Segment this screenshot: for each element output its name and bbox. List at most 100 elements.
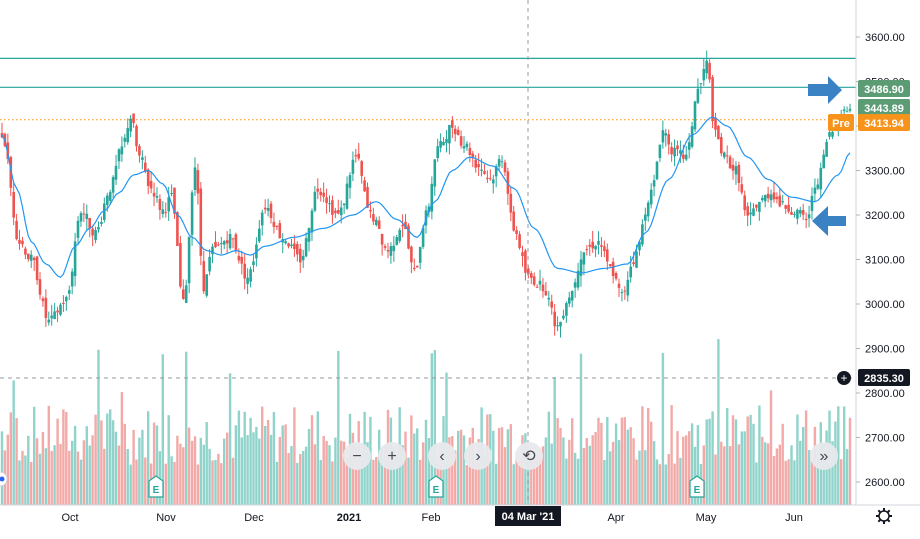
volume-bar (79, 459, 83, 505)
volume-bar (451, 436, 454, 505)
volume-bar (764, 442, 767, 505)
volume-bar (676, 431, 679, 505)
candle-body (825, 141, 828, 157)
candle-body (120, 146, 124, 155)
earnings-marker (428, 475, 444, 498)
volume-bar (278, 437, 281, 505)
volume-bar (240, 437, 243, 505)
scroll-left-button (428, 442, 456, 470)
volume-bar (50, 451, 53, 505)
candle-body (530, 273, 533, 278)
candle-body (106, 195, 109, 205)
volume-bar (521, 435, 524, 505)
candle-body (331, 200, 334, 215)
candle-body (772, 192, 776, 200)
horizontal-lines[interactable] (0, 57, 856, 121)
volume-bar (56, 418, 59, 505)
settings[interactable] (876, 508, 892, 524)
candle-body (456, 129, 460, 135)
volume-bar (176, 435, 179, 505)
volume-bar (208, 448, 211, 505)
candle-body (413, 267, 416, 270)
candle-body (723, 152, 726, 158)
chart-controls[interactable]: − + ‹ › ⟲ » (343, 442, 838, 470)
volume-bar (129, 464, 132, 505)
volume-bar (419, 459, 422, 505)
price-tick-label: 2600.00 (865, 477, 905, 489)
candle-body (565, 303, 568, 316)
volume-bar (410, 415, 413, 505)
price-label-bg (858, 369, 910, 386)
candle-body (451, 120, 454, 128)
volume-bar (731, 415, 735, 505)
volume-bar (790, 445, 793, 505)
candle-body (439, 141, 442, 148)
volume-bar (483, 455, 486, 505)
volume-bar (369, 416, 372, 505)
volume-bar (231, 457, 235, 505)
candle-body (266, 208, 270, 211)
candle-body (126, 128, 129, 143)
volume-bar (281, 425, 284, 505)
volume-bar (658, 464, 662, 505)
candle-body (415, 266, 419, 268)
volume-bar (117, 445, 121, 505)
volume-bar (345, 457, 349, 505)
volume-bar (378, 429, 381, 505)
candle-body (398, 229, 401, 241)
candle-body (594, 245, 597, 250)
volume-bar (664, 464, 667, 505)
time-tick-label: May (696, 512, 717, 524)
volume-bar (202, 444, 205, 505)
candle-body (623, 290, 627, 292)
candle-body (682, 154, 685, 159)
volume-bar (62, 409, 65, 505)
volume-bar (407, 457, 410, 505)
candle-body (652, 180, 656, 187)
candle-body (114, 165, 118, 180)
volume-bar (495, 463, 498, 505)
time-axis[interactable]: Oct Nov Dec 2021 Feb Apr May Jun 04 Mar '21 (0, 504, 920, 526)
candle-body (807, 214, 811, 219)
earnings-marker-label: E (153, 485, 160, 496)
volume-bar (500, 427, 504, 505)
volume-bar (837, 406, 840, 505)
volume-bar (632, 438, 635, 505)
volume-bar (556, 418, 559, 505)
scroll-to-end-button (810, 442, 838, 470)
candle-body (214, 241, 217, 248)
volume-bar (35, 438, 39, 505)
candle-body (842, 109, 846, 112)
volume-bar (474, 459, 477, 505)
volume-bar (609, 451, 612, 505)
candle-body (693, 101, 697, 130)
candle-body (521, 252, 524, 256)
volume-bar (430, 353, 433, 505)
volume-bar (331, 461, 334, 505)
candle-body (734, 166, 738, 175)
candle-body (573, 282, 577, 288)
volume-bar (243, 411, 246, 505)
candle-body (342, 203, 346, 206)
candle-body (474, 159, 477, 168)
volume-bar (611, 441, 615, 505)
crosshair-date-label: 04 Mar '21 (502, 511, 555, 523)
candle-body (275, 225, 279, 227)
candle-body (679, 150, 682, 154)
time-tick-label: 2021 (337, 512, 361, 524)
volume-bar (746, 416, 749, 505)
moving-average-line (1, 116, 851, 279)
volume-bar (144, 457, 147, 505)
candle-body (29, 254, 33, 261)
annotation-arrows[interactable] (808, 76, 846, 236)
volume-bar (652, 441, 656, 505)
candle-body (749, 212, 752, 215)
volume-bar (749, 414, 752, 505)
candle-body (18, 239, 21, 244)
candle-body (161, 209, 165, 214)
candle-body (632, 262, 635, 264)
candle-body (512, 211, 515, 231)
